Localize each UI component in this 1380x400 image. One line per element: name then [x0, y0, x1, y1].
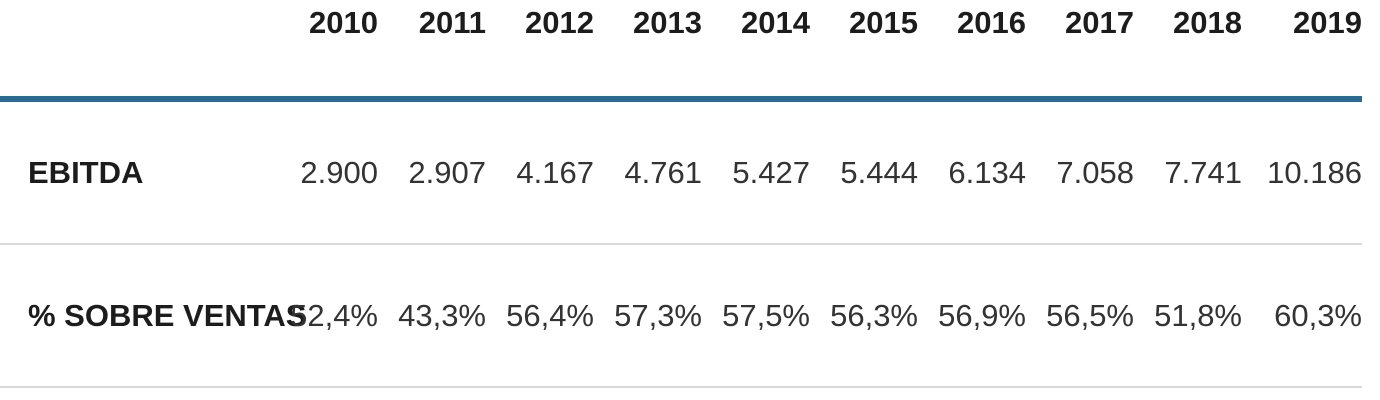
ebitda-value-2018: 7.741 — [1164, 154, 1242, 190]
year-header-2019: 2019 — [1242, 0, 1362, 102]
table-row-ebitda: EBITDA 2.900 2.907 4.167 4.761 5.427 5.4… — [0, 99, 1362, 244]
ebitda-value-2010: 2.900 — [300, 154, 378, 190]
table-header: 2010 2011 2012 2013 2014 2015 2016 2017 … — [0, 0, 1362, 102]
year-header-2018: 2018 — [1134, 0, 1242, 102]
ebitda-value-2014: 5.427 — [732, 154, 810, 190]
percent-value-2015: 56,3% — [830, 297, 918, 333]
percent-value-2019: 60,3% — [1274, 297, 1362, 333]
ebitda-value-2013: 4.761 — [624, 154, 702, 190]
year-header-2014: 2014 — [702, 0, 810, 102]
year-header-2011: 2011 — [378, 0, 486, 102]
percent-value-2018: 51,8% — [1154, 297, 1242, 333]
year-header-2010: 2010 — [270, 0, 378, 102]
percent-value-2017: 56,5% — [1046, 297, 1134, 333]
year-header-2013: 2013 — [594, 0, 702, 102]
ebitda-value-2015: 5.444 — [840, 154, 918, 190]
row-label-percent-sobre-ventas: % SOBRE VENTAS — [28, 297, 307, 333]
ebitda-value-2017: 7.058 — [1056, 154, 1134, 190]
ebitda-value-2019: 10.186 — [1267, 154, 1362, 190]
percent-value-2010: 52,4% — [290, 297, 378, 333]
ebitda-value-2012: 4.167 — [516, 154, 594, 190]
percent-value-2012: 56,4% — [506, 297, 594, 333]
year-header-row: 2010 2011 2012 2013 2014 2015 2016 2017 … — [0, 0, 1362, 102]
year-header-2012: 2012 — [486, 0, 594, 102]
year-header-2016: 2016 — [918, 0, 1026, 102]
year-header-2017: 2017 — [1026, 0, 1134, 102]
percent-value-2016: 56,9% — [938, 297, 1026, 333]
row-label-ebitda: EBITDA — [28, 154, 144, 190]
table-row-percent-sobre-ventas: % SOBRE VENTAS 52,4% 43,3% 56,4% 57,3% 5… — [0, 244, 1362, 387]
financial-table: 2010 2011 2012 2013 2014 2015 2016 2017 … — [0, 0, 1362, 387]
header-spacer — [0, 0, 270, 102]
ebitda-value-2011: 2.907 — [408, 154, 486, 190]
ebitda-value-2016: 6.134 — [948, 154, 1026, 190]
percent-value-2011: 43,3% — [398, 297, 486, 333]
year-header-2015: 2015 — [810, 0, 918, 102]
percent-value-2014: 57,5% — [722, 297, 810, 333]
percent-value-2013: 57,3% — [614, 297, 702, 333]
